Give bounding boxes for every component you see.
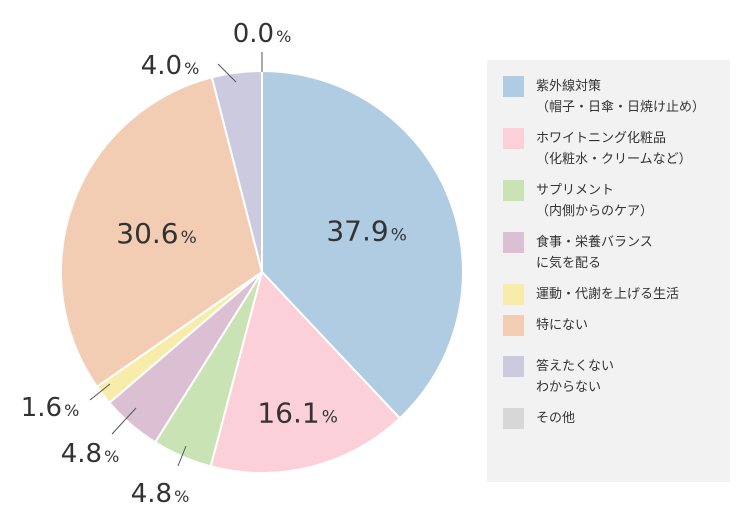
legend-label-line: サプリメント — [536, 183, 615, 198]
legend-label-line: （内側からのケア） — [536, 204, 654, 219]
percent-value: 16.1 — [257, 396, 319, 429]
pie-slice — [261, 69, 464, 420]
percent-label: 16.1% — [257, 396, 338, 429]
legend-label: 答えたくない わからない — [536, 356, 614, 398]
percent-label: 4.8% — [61, 439, 120, 469]
legend-label: 運動・代謝を上げる生活 — [536, 284, 679, 305]
legend-label: 紫外線対策 （帽子・日傘・日焼け止め） — [536, 76, 705, 118]
legend-item: サプリメント （内側からのケア） — [503, 180, 653, 222]
legend-label: 食事・栄養バランス に気を配る — [536, 232, 653, 274]
pie-chart: 37.9 %16.1 %4.8 %4.8 %1.6 %30.6 %4.0 %0.0% — [21, 19, 464, 509]
percent-label: 4.8% — [131, 479, 190, 509]
legend-item: 答えたくない わからない — [503, 356, 614, 398]
legend-label-line: （化粧水・クリームなど） — [536, 152, 692, 167]
legend-swatch — [503, 315, 524, 336]
legend-label-line: 運動・代謝を上げる生活 — [536, 287, 680, 302]
percent-sign: % — [64, 401, 79, 420]
percent-label: 4.0% — [141, 51, 200, 81]
percent-sign: % — [184, 59, 199, 78]
legend-swatch — [503, 180, 524, 201]
pie-slice — [60, 76, 264, 389]
leader-line — [89, 383, 111, 401]
legend-swatch — [503, 232, 524, 253]
legend-label-line: その他 — [536, 411, 576, 426]
legend-item: ホワイトニング化粧品 （化粧水・クリームなど） — [503, 128, 692, 170]
legend-label: 特にない — [536, 315, 588, 336]
leader-line — [177, 445, 187, 467]
legend-label-line: に気を配る — [536, 256, 602, 271]
legend-swatch — [503, 356, 524, 377]
legend-label-line: 食事・栄養バランス — [536, 235, 653, 250]
percent-value: 37.9 — [326, 215, 388, 248]
percent-sign: % — [276, 27, 291, 46]
legend-item: その他 — [503, 408, 575, 429]
legend-label-line: わからない — [536, 380, 602, 395]
pie-slice — [209, 270, 402, 474]
legend-swatch — [503, 128, 524, 149]
percent-value: 4.8 — [61, 439, 102, 469]
legend-label: ホワイトニング化粧品 （化粧水・クリームなど） — [536, 128, 692, 170]
percent-value: 4.8 — [131, 479, 172, 509]
percent-sign: % — [174, 487, 189, 506]
percent-value: 30.6 — [116, 217, 178, 250]
percent-value: 0.0 — [233, 19, 274, 49]
percent-labels: 37.9 %16.1 %4.8 %4.8 %1.6 %30.6 %4.0 %0.0% — [21, 19, 407, 509]
legend-item: 紫外線対策 （帽子・日傘・日焼け止め） — [503, 76, 705, 118]
percent-label: 0.0% — [233, 19, 292, 49]
legend-label: その他 — [536, 408, 575, 429]
legend-item: 特にない — [503, 315, 588, 336]
percent-label: 1.6% — [21, 393, 80, 423]
legend-swatch — [503, 408, 524, 429]
percent-sign: % — [391, 226, 407, 246]
legend-label-line: ホワイトニング化粧品 — [536, 131, 667, 146]
legend: 紫外線対策 （帽子・日傘・日焼け止め） ホワイトニング化粧品 （化粧水・クリームなど）… — [487, 60, 730, 482]
legend-item: 運動・代謝を上げる生活 — [503, 284, 679, 305]
percent-sign: % — [322, 407, 338, 427]
legend-label: サプリメント （内側からのケア） — [536, 180, 653, 222]
pie-slices — [60, 69, 464, 474]
legend-swatch — [503, 76, 524, 97]
leader-line — [217, 63, 237, 83]
percent-value: 1.6 — [21, 393, 62, 423]
legend-item: 食事・栄養バランス に気を配る — [503, 232, 653, 274]
percent-label: 37.9% — [326, 215, 407, 248]
percent-sign: % — [104, 447, 119, 466]
legend-label-line: 特にない — [536, 318, 589, 333]
percent-sign: % — [181, 228, 197, 248]
leader-lines — [89, 52, 263, 467]
legend-label-line: （帽子・日傘・日焼け止め） — [536, 100, 706, 115]
leader-line — [111, 407, 137, 435]
legend-label-line: 答えたくない — [536, 359, 615, 374]
legend-label-line: 紫外線対策 — [536, 79, 602, 94]
legend-swatch — [503, 284, 524, 305]
percent-label: 30.6% — [116, 217, 197, 250]
percent-value: 4.0 — [141, 51, 182, 81]
